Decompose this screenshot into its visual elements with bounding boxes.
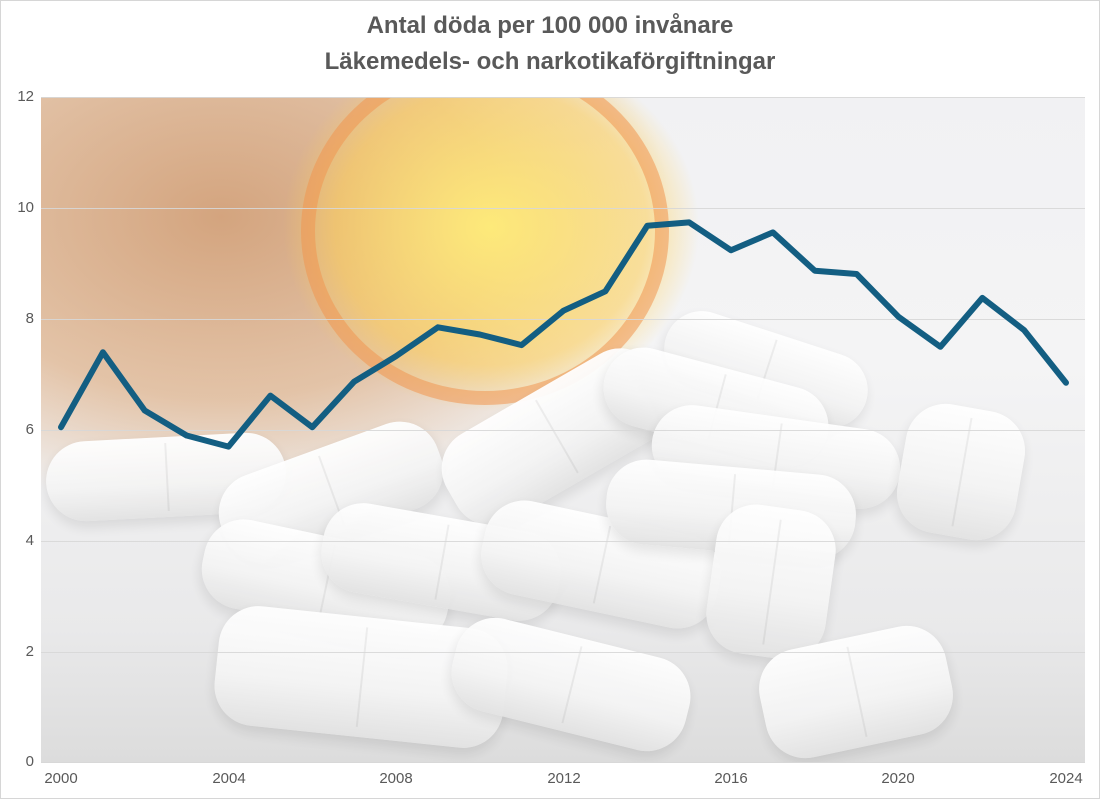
x-tick-label: 2012 [547, 770, 581, 787]
gridline-10 [41, 208, 1085, 209]
chart-subtitle: Läkemedels- och narkotikaförgiftningar [324, 48, 776, 75]
y-tick-label: 2 [25, 643, 34, 660]
gridline-0 [41, 762, 1085, 763]
gridline-8 [41, 319, 1085, 320]
y-tick-label: 12 [17, 88, 34, 105]
chart-title: Antal döda per 100 000 invånare [366, 12, 734, 39]
y-tick-label: 8 [25, 310, 34, 327]
plot-area [41, 97, 1085, 763]
line-series [58, 219, 1069, 450]
gridline-2 [41, 652, 1085, 653]
x-tick-label: 2008 [379, 770, 413, 787]
y-tick-label: 0 [25, 753, 34, 770]
y-tick-label: 6 [25, 421, 34, 438]
y-tick-label: 4 [25, 532, 34, 549]
gridline-4 [41, 541, 1085, 542]
gridline-6 [41, 430, 1085, 431]
data-line [58, 219, 1069, 450]
gridline-12 [41, 97, 1085, 98]
x-tick-label: 2016 [714, 770, 748, 787]
x-tick-label: 2020 [881, 770, 915, 787]
x-tick-label: 2000 [44, 770, 78, 787]
x-tick-label: 2004 [212, 770, 246, 787]
y-tick-label: 10 [17, 199, 34, 216]
x-tick-label: 2024 [1049, 770, 1083, 787]
